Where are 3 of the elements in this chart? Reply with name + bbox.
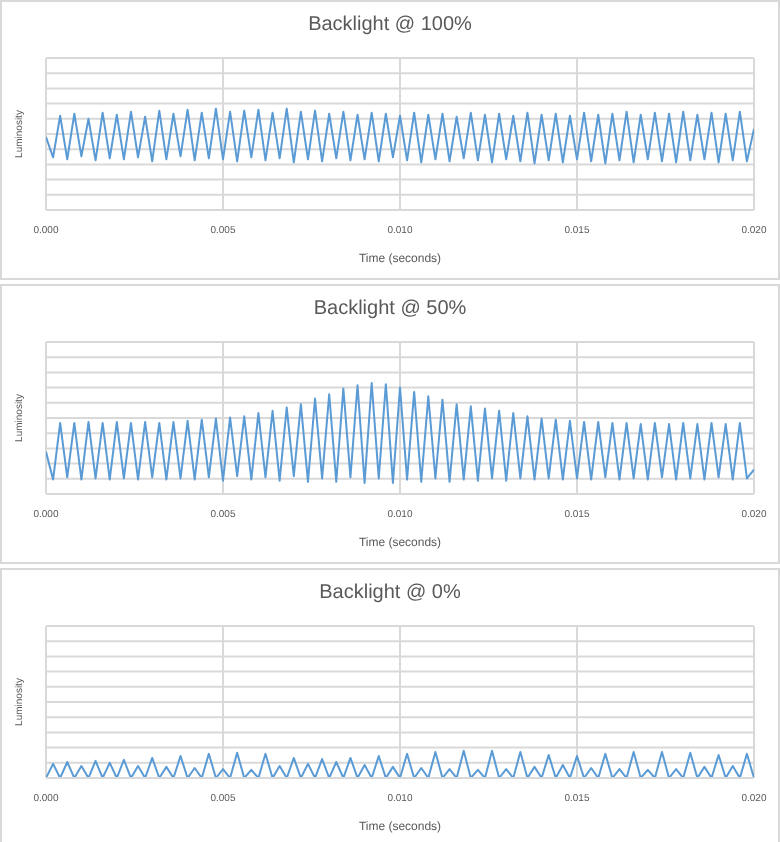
chart-title: Backlight @ 100% — [306, 14, 474, 36]
chart-title: Backlight @ 0% — [317, 582, 463, 604]
chart-title: Backlight @ 50% — [311, 298, 469, 320]
